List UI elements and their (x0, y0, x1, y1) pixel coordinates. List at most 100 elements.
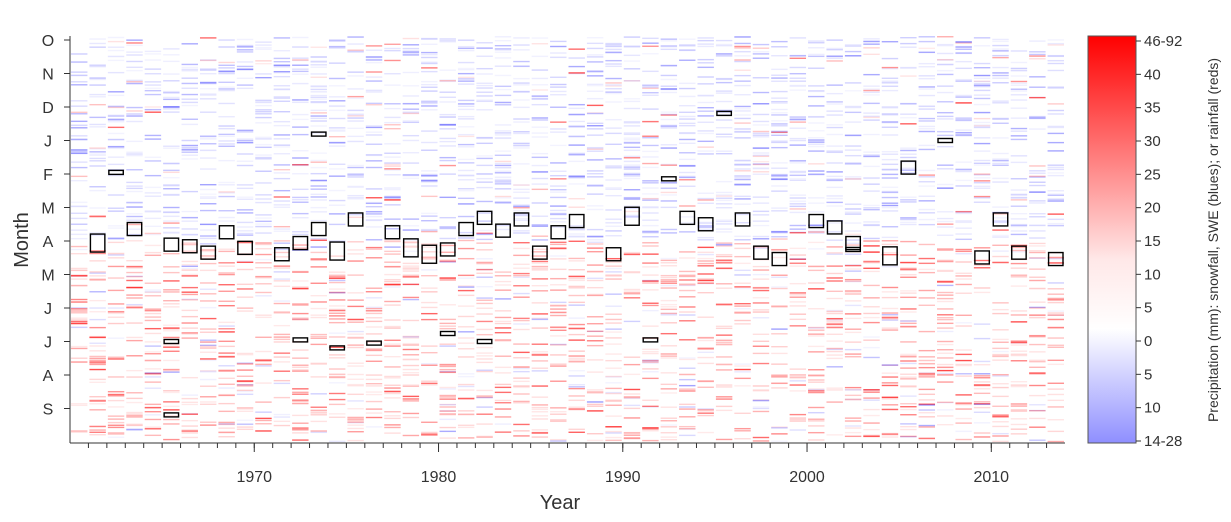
heatmap-cell (236, 407, 254, 409)
heatmap-cell (881, 191, 899, 194)
heatmap-cell (402, 385, 420, 387)
heatmap-cell (199, 135, 217, 138)
heatmap-cell (347, 110, 364, 112)
heatmap-cell (236, 61, 254, 63)
heatmap-cell (715, 53, 733, 55)
heatmap-cell (494, 137, 512, 139)
heatmap-cell (881, 376, 899, 378)
heatmap-cell (808, 211, 825, 213)
heatmap-cell (881, 296, 899, 299)
heatmap-cell (144, 106, 162, 108)
heatmap-cell (457, 410, 475, 412)
heatmap-cell (292, 287, 309, 290)
heatmap-cell (918, 75, 936, 77)
heatmap-cell (992, 347, 1009, 350)
colorbar-tick-label: 15 (1144, 233, 1161, 250)
heatmap-cell (771, 286, 788, 288)
heatmap-cell (550, 420, 567, 423)
heatmap-cell (421, 301, 438, 304)
heatmap-cell (771, 238, 788, 240)
event-box (218, 225, 235, 240)
heatmap-cell (513, 366, 530, 368)
heatmap-cell (937, 401, 954, 404)
heatmap-cell (642, 108, 659, 110)
heatmap-cell (384, 47, 401, 50)
heatmap-cell (660, 45, 678, 47)
heatmap-cell (292, 317, 309, 319)
heatmap-cell (660, 383, 678, 386)
heatmap-cell (1010, 385, 1028, 388)
heatmap-cell (181, 263, 198, 266)
heatmap-cell (623, 290, 641, 292)
heatmap-cell (679, 142, 696, 145)
heatmap-cell (826, 39, 843, 41)
heatmap-cell (199, 88, 217, 90)
heatmap-cell (568, 48, 585, 50)
heatmap-cell (992, 405, 1009, 407)
heatmap-cell (457, 108, 475, 111)
heatmap-cell (199, 403, 217, 405)
heatmap-cell (1047, 86, 1064, 88)
heatmap-cell (126, 206, 143, 208)
heatmap-cell (697, 257, 714, 260)
heatmap-cell (328, 135, 346, 138)
heatmap-cell (623, 437, 641, 439)
heatmap-cell (494, 201, 512, 203)
heatmap-cell (513, 191, 530, 193)
heatmap-cell (531, 436, 549, 438)
heatmap-cell (697, 351, 714, 354)
heatmap-cell (697, 339, 714, 342)
heatmap-cell (771, 141, 788, 144)
heatmap-cell (402, 174, 420, 176)
heatmap-cell (310, 64, 327, 66)
heatmap-cell (126, 240, 143, 242)
heatmap-cell (126, 414, 143, 417)
heatmap-cell (992, 302, 1009, 304)
heatmap-cell (715, 100, 733, 103)
heatmap-cell (568, 361, 585, 363)
heatmap-cell (1029, 230, 1046, 232)
heatmap-cell (402, 103, 420, 105)
heatmap-cell (144, 434, 162, 437)
heatmap-cell (586, 150, 604, 152)
heatmap-cell (844, 425, 862, 427)
event-box (808, 213, 825, 229)
heatmap-cell (273, 88, 291, 91)
heatmap-cell (273, 420, 291, 423)
heatmap-cell (992, 229, 1009, 231)
heatmap-cell (900, 355, 917, 357)
heatmap-cell (623, 214, 641, 217)
heatmap-cell (144, 186, 162, 189)
heatmap-cell (402, 384, 420, 386)
heatmap-cell (71, 84, 88, 86)
heatmap-cell (476, 238, 493, 241)
heatmap-cell (789, 118, 807, 121)
heatmap-cell (844, 178, 862, 180)
heatmap-cell (107, 406, 125, 408)
heatmap-cell (789, 116, 807, 118)
heatmap-cell (199, 395, 217, 398)
heatmap-cell (365, 412, 383, 414)
heatmap-cell (402, 225, 420, 227)
heatmap-cell (236, 198, 254, 200)
heatmap-cell (126, 79, 143, 82)
heatmap-cell (199, 243, 217, 245)
heatmap-cell (771, 146, 788, 149)
heatmap-cell (826, 101, 843, 103)
heatmap-cell (273, 256, 291, 258)
heatmap-cell (218, 431, 235, 434)
heatmap-cell (623, 320, 641, 323)
heatmap-cell (715, 39, 733, 42)
heatmap-cell (881, 121, 899, 123)
heatmap-cell (881, 202, 899, 204)
heatmap-cell (844, 163, 862, 165)
heatmap-cell (881, 151, 899, 153)
heatmap-cell (218, 383, 235, 385)
heatmap-cell (421, 102, 438, 104)
heatmap-cell (513, 184, 530, 186)
heatmap-cell (771, 210, 788, 212)
heatmap-cell (513, 263, 530, 266)
heatmap-cell (199, 358, 217, 360)
heatmap-cell (347, 186, 364, 188)
heatmap-cell (679, 49, 696, 51)
